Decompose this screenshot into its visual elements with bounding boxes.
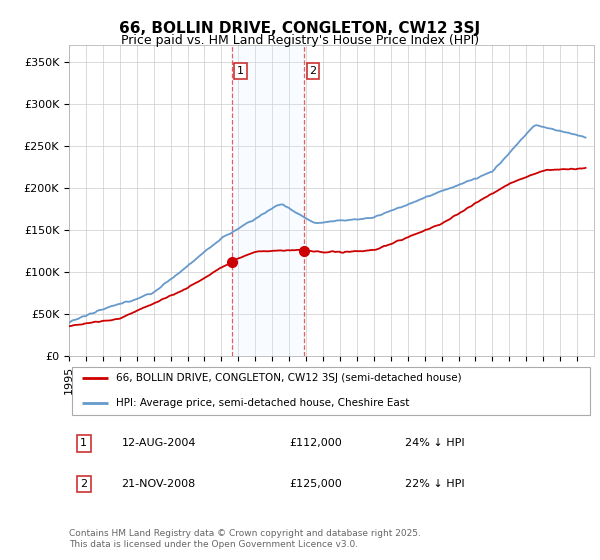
Text: 1: 1	[237, 66, 244, 76]
Text: 66, BOLLIN DRIVE, CONGLETON, CW12 3SJ (semi-detached house): 66, BOLLIN DRIVE, CONGLETON, CW12 3SJ (s…	[116, 374, 462, 384]
Text: HPI: Average price, semi-detached house, Cheshire East: HPI: Average price, semi-detached house,…	[116, 398, 410, 408]
Text: 2: 2	[80, 479, 87, 489]
Text: Contains HM Land Registry data © Crown copyright and database right 2025.
This d: Contains HM Land Registry data © Crown c…	[69, 529, 421, 549]
Text: £112,000: £112,000	[290, 438, 342, 449]
Text: 21-NOV-2008: 21-NOV-2008	[121, 479, 196, 489]
Text: 22% ↓ HPI: 22% ↓ HPI	[405, 479, 464, 489]
Bar	[232, 45, 304, 356]
Text: £125,000: £125,000	[290, 479, 342, 489]
FancyBboxPatch shape	[71, 367, 590, 415]
Text: 2: 2	[310, 66, 316, 76]
Text: Price paid vs. HM Land Registry's House Price Index (HPI): Price paid vs. HM Land Registry's House …	[121, 34, 479, 46]
Text: 66, BOLLIN DRIVE, CONGLETON, CW12 3SJ: 66, BOLLIN DRIVE, CONGLETON, CW12 3SJ	[119, 21, 481, 36]
Text: 1: 1	[80, 438, 87, 449]
Text: 24% ↓ HPI: 24% ↓ HPI	[405, 438, 464, 449]
Text: 12-AUG-2004: 12-AUG-2004	[121, 438, 196, 449]
